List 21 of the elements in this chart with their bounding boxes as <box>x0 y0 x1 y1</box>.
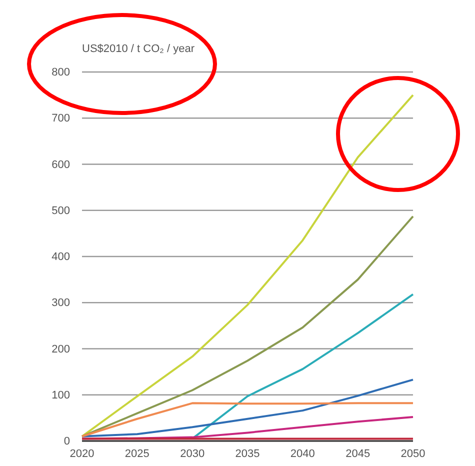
y-tick-label: 400 <box>52 251 70 264</box>
y-axis-title: US$2010 / t CO₂ / year <box>82 43 195 55</box>
x-tick-label: 2050 <box>400 448 426 460</box>
line-series <box>81 378 414 438</box>
x-tick-label: 2045 <box>346 448 370 460</box>
y-tick-label: 100 <box>52 389 70 402</box>
line-series <box>81 215 414 438</box>
y-tick-label: 600 <box>52 158 70 171</box>
x-tick-label: 2035 <box>235 448 260 460</box>
line-series <box>81 402 414 438</box>
y-tick-label: 500 <box>52 204 70 217</box>
x-tick-label: 2040 <box>290 448 315 460</box>
y-tick-label: 200 <box>52 343 70 356</box>
y-tick-label: 0 <box>64 436 70 448</box>
y-tick-label: 700 <box>52 112 70 125</box>
line-series <box>81 94 414 438</box>
y-tick-label: 300 <box>52 297 70 310</box>
x-tick-label: 2030 <box>180 448 205 460</box>
x-tick-label: 2020 <box>70 448 94 460</box>
x-tick-label: 2025 <box>124 448 150 460</box>
y-tick-label: 800 <box>52 66 70 79</box>
